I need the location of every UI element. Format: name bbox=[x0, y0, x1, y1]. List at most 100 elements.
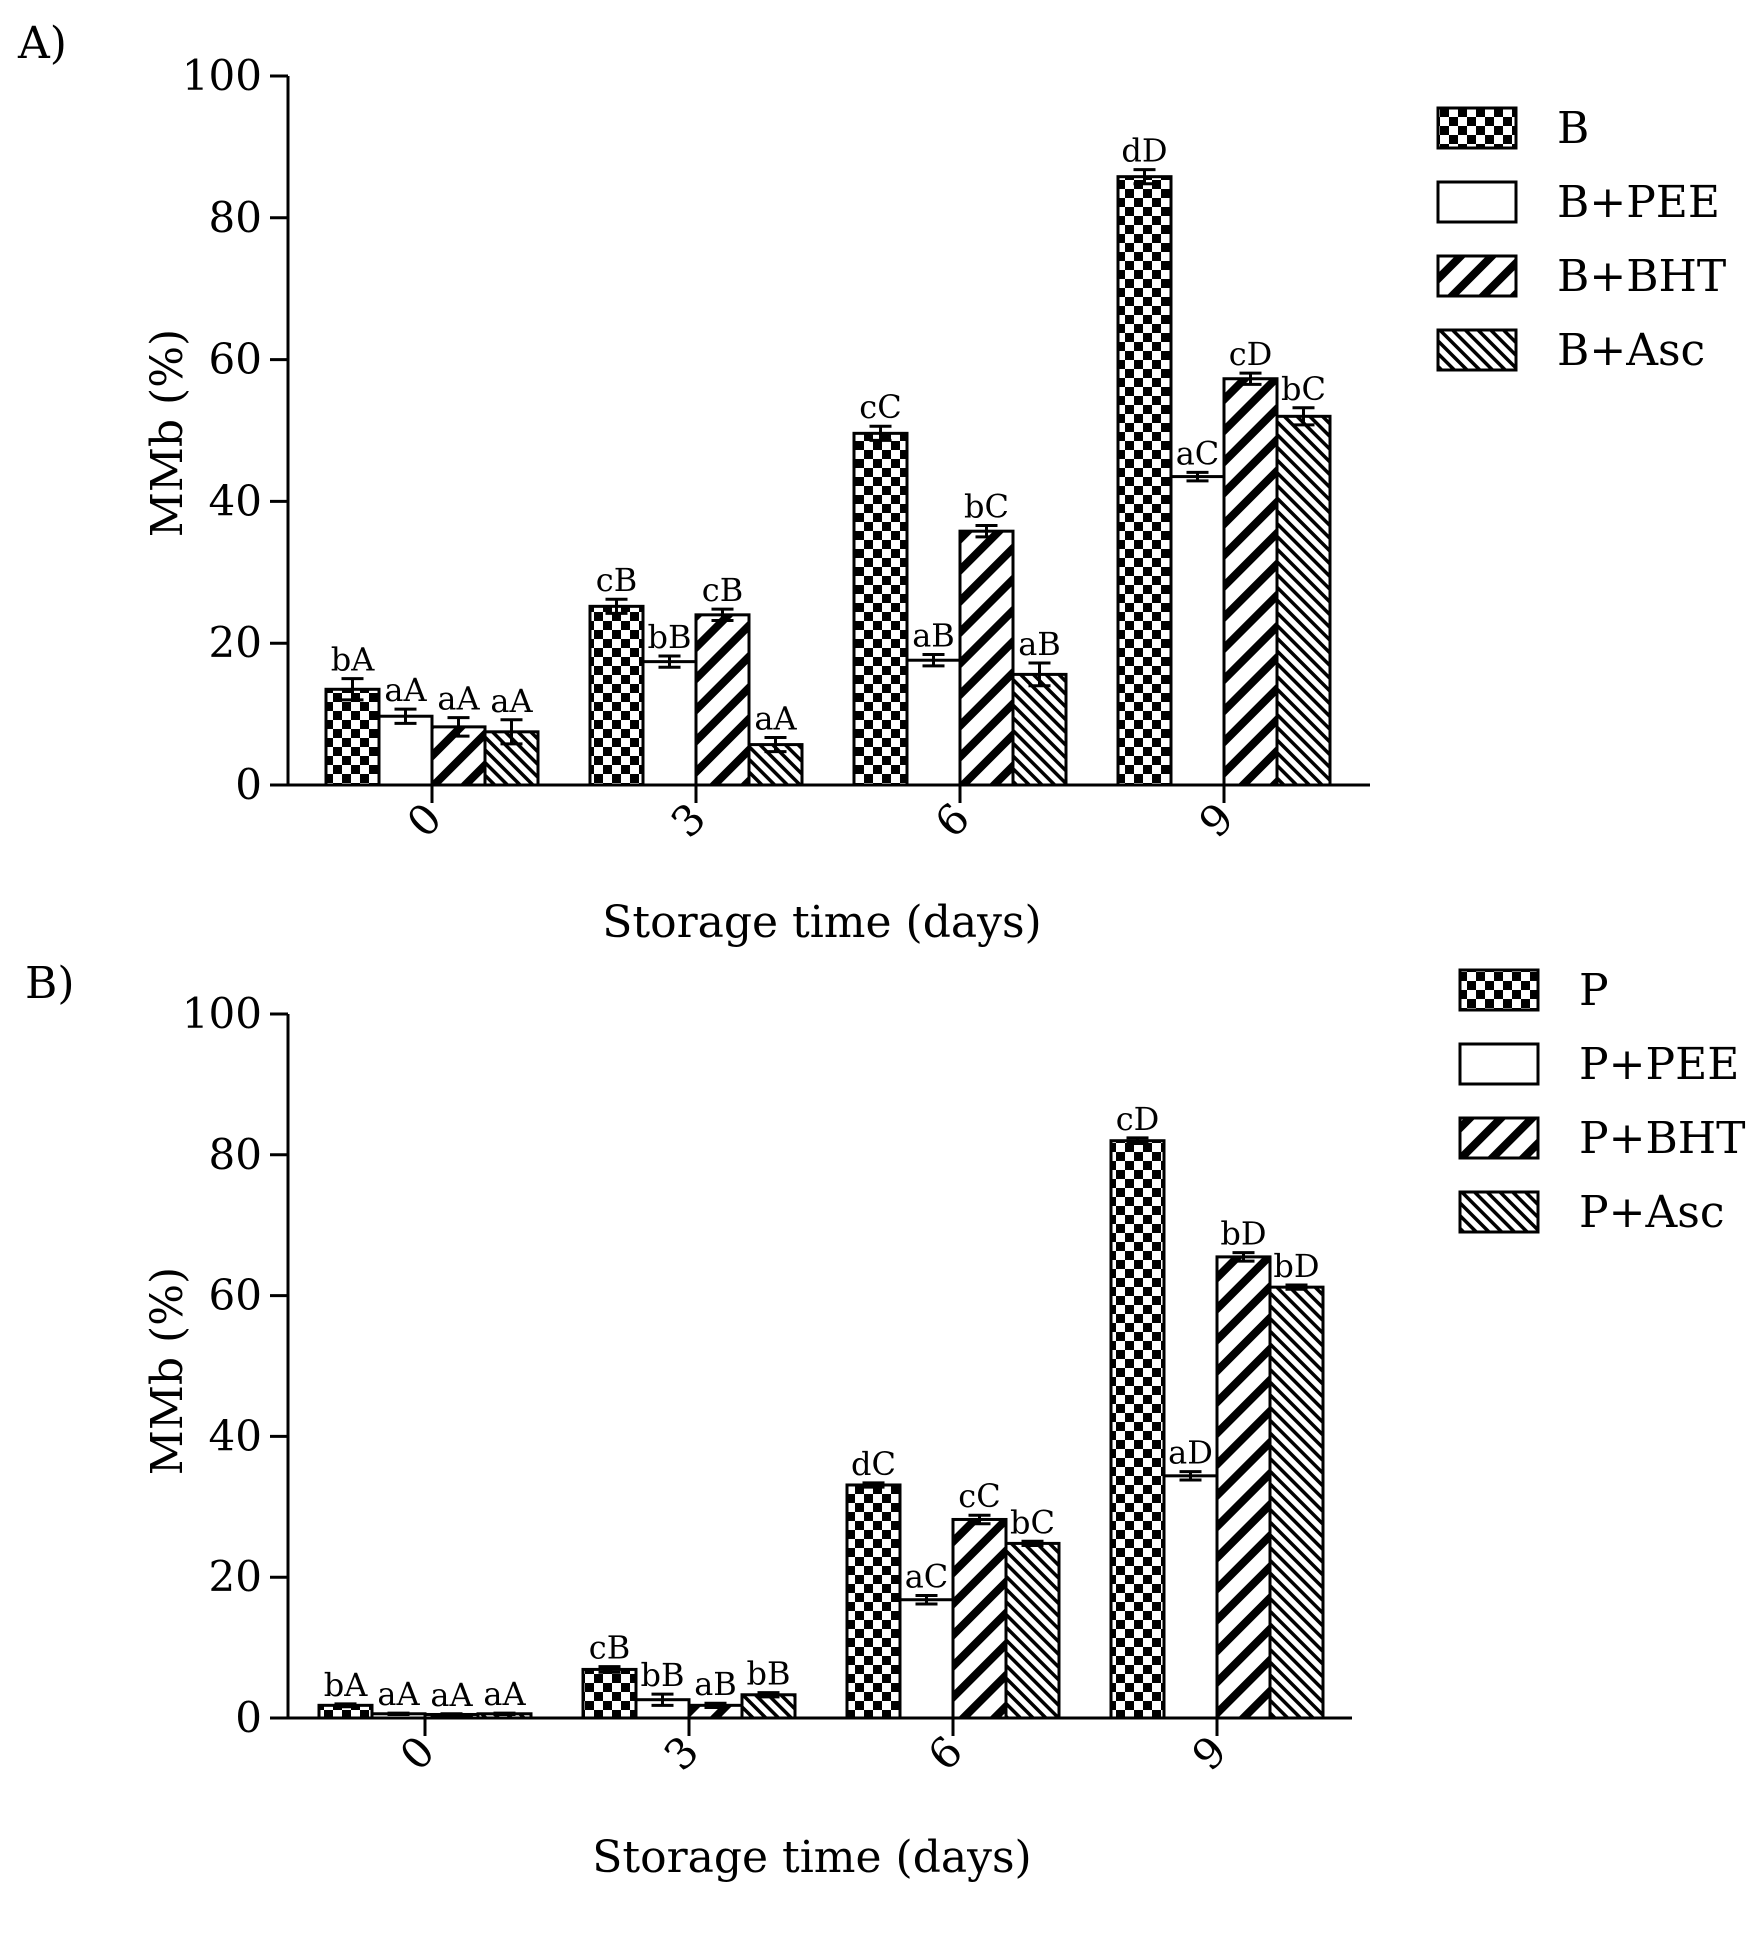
bar-p-asc-day-6 bbox=[1004, 1541, 1061, 1720]
bar-p-day-6 bbox=[845, 1483, 902, 1720]
error-bar bbox=[968, 1513, 991, 1526]
error-bar bbox=[493, 1711, 516, 1716]
y-tick-label: 20 bbox=[209, 618, 262, 667]
bar-p-bht-day-6 bbox=[951, 1517, 1008, 1720]
error-bar bbox=[711, 607, 734, 623]
panel-a-ylabel: MMb (%) bbox=[142, 329, 193, 537]
error-bar bbox=[1239, 371, 1262, 386]
significance-label: cB bbox=[589, 1629, 630, 1667]
legend-swatch bbox=[1458, 1190, 1540, 1234]
error-bar bbox=[394, 707, 417, 725]
error-bar bbox=[598, 1665, 621, 1674]
significance-label: aA bbox=[437, 680, 480, 718]
error-bar bbox=[704, 1701, 727, 1709]
legend-label: B bbox=[1557, 103, 1589, 154]
error-bar bbox=[1186, 470, 1209, 483]
x-tick-label: 6 bbox=[919, 1726, 973, 1780]
error-bar bbox=[1179, 1470, 1202, 1482]
x-tick-label: 9 bbox=[1190, 793, 1244, 847]
error-bar bbox=[1133, 168, 1156, 186]
bar-p-asc-day-9 bbox=[1268, 1285, 1325, 1720]
bar-p-pee-day-6 bbox=[898, 1598, 955, 1720]
error-bar bbox=[764, 735, 787, 754]
legend-label: P bbox=[1579, 965, 1609, 1016]
error-bar bbox=[757, 1691, 780, 1699]
bar-b-day-0 bbox=[324, 687, 381, 787]
error-bar bbox=[869, 424, 892, 442]
error-bar bbox=[658, 654, 681, 669]
significance-label: cC bbox=[859, 388, 901, 426]
error-bar bbox=[922, 653, 945, 668]
bar-b-pee-day-3 bbox=[641, 660, 698, 787]
significance-label: aB bbox=[694, 1665, 737, 1703]
legend-label: B+PEE bbox=[1557, 177, 1720, 228]
significance-label: bB bbox=[648, 618, 692, 656]
legend-swatch bbox=[1436, 106, 1518, 150]
bar-p-pee-day-9 bbox=[1162, 1474, 1219, 1720]
panel-a-xlabel: Storage time (days) bbox=[602, 897, 1041, 948]
bar-b-bht-day-9 bbox=[1222, 377, 1279, 787]
error-bar bbox=[1292, 406, 1315, 427]
bar-b-pee-day-0 bbox=[377, 714, 434, 787]
y-tick-label: 60 bbox=[209, 1271, 262, 1320]
error-bar bbox=[334, 1702, 357, 1709]
significance-label: aD bbox=[1168, 1434, 1213, 1472]
y-tick-label: 100 bbox=[182, 989, 262, 1038]
legend: B B+PEE B+BHT B+Asc bbox=[1436, 103, 1726, 376]
error-bar bbox=[605, 597, 628, 615]
error-bar bbox=[651, 1692, 674, 1707]
significance-label: bD bbox=[1273, 1247, 1319, 1285]
significance-label: aA bbox=[754, 699, 797, 737]
x-tick-label: 0 bbox=[391, 1726, 445, 1780]
significance-label: cD bbox=[1116, 1100, 1160, 1138]
significance-label: aA bbox=[490, 682, 533, 720]
bar-b-asc-day-9 bbox=[1275, 414, 1332, 787]
significance-label: aA bbox=[384, 671, 427, 709]
x-tick-label: 9 bbox=[1183, 1726, 1237, 1780]
significance-label: aA bbox=[430, 1676, 473, 1714]
error-bar bbox=[1232, 1251, 1255, 1263]
error-bar bbox=[915, 1594, 938, 1606]
bar-b-bht-day-3 bbox=[694, 613, 751, 787]
significance-label: cD bbox=[1229, 335, 1273, 373]
significance-label: dC bbox=[851, 1445, 896, 1483]
y-tick-label: 80 bbox=[209, 193, 262, 242]
significance-label: cB bbox=[702, 571, 743, 609]
error-bar bbox=[440, 1712, 463, 1717]
legend-swatch bbox=[1458, 968, 1540, 1012]
significance-label: dD bbox=[1121, 132, 1167, 170]
error-bar bbox=[1126, 1136, 1149, 1146]
y-tick-label: 0 bbox=[235, 760, 262, 809]
bar-p-day-9 bbox=[1109, 1139, 1166, 1720]
significance-label: bB bbox=[641, 1656, 685, 1694]
legend-swatch bbox=[1436, 254, 1518, 298]
bar-b-day-9 bbox=[1116, 175, 1173, 787]
panel-b-xlabel: Storage time (days) bbox=[592, 1832, 1031, 1883]
legend-label: B+BHT bbox=[1557, 251, 1726, 302]
y-tick-label: 60 bbox=[209, 335, 262, 384]
panel-b-ylabel: MMb (%) bbox=[142, 1267, 193, 1475]
y-tick-label: 40 bbox=[209, 476, 262, 525]
y-tick-label: 100 bbox=[182, 51, 262, 100]
y-tick-label: 40 bbox=[209, 1411, 262, 1460]
significance-label: bC bbox=[1281, 370, 1326, 408]
y-tick-label: 80 bbox=[209, 1130, 262, 1179]
bar-b-pee-day-6 bbox=[905, 658, 962, 787]
bar-b-day-6 bbox=[852, 431, 909, 787]
error-bar bbox=[1028, 661, 1051, 688]
error-bar bbox=[1021, 1539, 1044, 1548]
significance-label: aB bbox=[912, 617, 955, 655]
legend-label: P+BHT bbox=[1579, 1113, 1746, 1164]
significance-label: aB bbox=[1018, 625, 1061, 663]
legend-swatch bbox=[1458, 1042, 1540, 1086]
y-tick-label: 0 bbox=[235, 1693, 262, 1742]
panel-b-label: B) bbox=[25, 958, 75, 1009]
error-bar bbox=[862, 1481, 885, 1489]
error-bar bbox=[500, 718, 523, 746]
significance-label: bC bbox=[964, 488, 1009, 526]
x-tick-label: 3 bbox=[662, 793, 716, 847]
legend-label: P+PEE bbox=[1579, 1039, 1739, 1090]
